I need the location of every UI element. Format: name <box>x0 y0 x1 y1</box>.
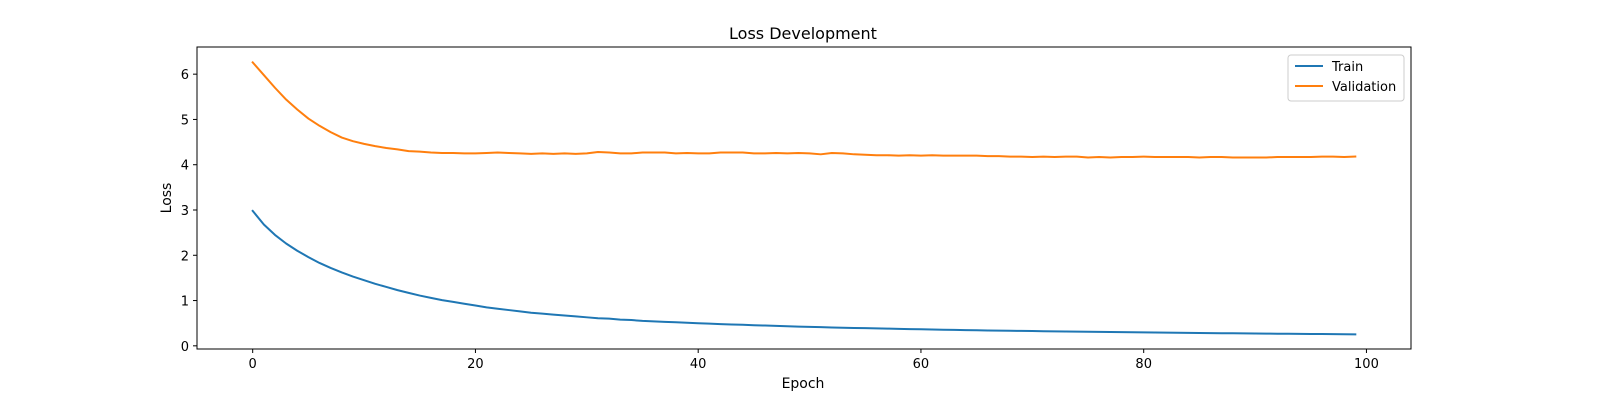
x-tick-label: 40 <box>690 357 707 372</box>
x-axis-ticks: 0 20 40 60 80 100 <box>249 349 1379 372</box>
y-tick-label: 5 <box>181 113 189 128</box>
legend-label-validation: Validation <box>1332 80 1396 95</box>
series-line-train <box>251 209 1357 336</box>
x-tick-label: 80 <box>1135 357 1152 372</box>
y-tick-label: 2 <box>181 249 189 264</box>
x-axis-label: Epoch <box>782 376 825 392</box>
chart-legend: Train Validation <box>1287 54 1405 102</box>
legend-label-train: Train <box>1331 60 1363 75</box>
y-tick-label: 4 <box>181 159 189 174</box>
chart-title: Loss Development <box>729 24 877 43</box>
y-axis-ticks: 0 1 2 3 4 5 6 <box>181 68 197 355</box>
plot-area <box>196 46 1412 350</box>
x-tick-label: 60 <box>913 357 930 372</box>
series-lines <box>251 60 1357 336</box>
y-tick-label: 1 <box>181 295 189 310</box>
y-tick-label: 6 <box>181 68 189 83</box>
plot-frame <box>196 46 1412 350</box>
series-line-validation <box>251 60 1357 159</box>
x-tick-label: 100 <box>1354 357 1379 372</box>
x-tick-label: 20 <box>467 357 484 372</box>
y-tick-label: 3 <box>181 204 189 219</box>
x-tick-label: 0 <box>249 357 257 372</box>
y-axis-label: Loss <box>159 183 175 214</box>
y-tick-label: 0 <box>181 340 189 355</box>
